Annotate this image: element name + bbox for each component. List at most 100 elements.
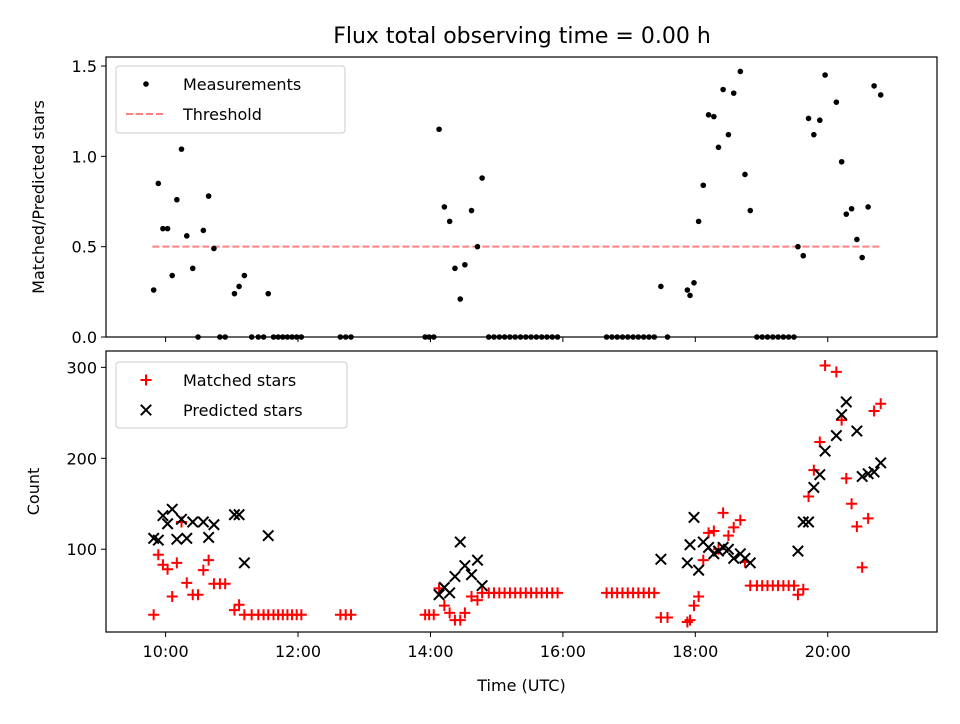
data-point	[180, 532, 193, 545]
data-point	[664, 334, 671, 340]
data-point	[792, 545, 804, 557]
data-point	[646, 334, 652, 340]
data-point	[640, 334, 647, 340]
data-point	[174, 196, 180, 203]
data-point	[474, 243, 481, 250]
data-point	[836, 414, 848, 426]
y-tick-label: 100	[66, 540, 97, 559]
x-tick-label: 20:00	[805, 642, 851, 661]
data-point	[619, 334, 626, 340]
data-point	[523, 334, 529, 340]
data-point	[192, 589, 204, 601]
data-point	[203, 554, 215, 566]
data-point	[808, 464, 820, 476]
data-point	[684, 614, 696, 626]
y-axis-label: Count	[24, 468, 43, 516]
data-point	[800, 252, 807, 259]
y-tick-label: 200	[66, 449, 97, 468]
data-point	[471, 594, 483, 606]
data-point	[169, 272, 176, 279]
data-point	[681, 556, 694, 569]
data-point	[465, 568, 478, 581]
x-axis-label: Time (UTC)	[476, 676, 565, 695]
data-point	[874, 456, 887, 469]
legend-label: Threshold	[182, 105, 262, 124]
data-point	[856, 561, 868, 573]
data-point	[217, 334, 223, 340]
data-point	[443, 586, 456, 599]
data-point	[868, 466, 881, 478]
data-point	[705, 112, 712, 118]
data-point	[717, 507, 729, 519]
top-panel: 0.0 0.5 1.0 1.5 Matched/Predicted stars Measu…	[29, 56, 938, 347]
chart-title: Flux total observing time = 0.00 h	[333, 24, 711, 49]
data-point	[850, 425, 863, 437]
data-point	[459, 607, 471, 619]
data-point	[805, 115, 812, 122]
data-point	[289, 334, 295, 340]
data-point	[528, 334, 534, 340]
data-point	[342, 334, 349, 340]
data-point	[295, 609, 307, 621]
data-point	[200, 227, 207, 234]
data-point	[819, 445, 832, 457]
data-point	[730, 90, 737, 96]
data-point	[814, 436, 826, 448]
data-point	[840, 396, 853, 408]
data-point	[458, 559, 471, 572]
data-point	[835, 408, 848, 421]
data-point	[727, 552, 740, 565]
data-point	[533, 334, 540, 340]
data-point	[260, 334, 267, 340]
x-tick-label: 16:00	[540, 642, 586, 661]
data-point	[438, 600, 450, 612]
legend-swatch	[140, 404, 152, 416]
data-point	[764, 334, 771, 340]
data-point	[838, 158, 845, 165]
y-tick-label: 0.5	[72, 238, 97, 257]
data-point	[155, 180, 162, 187]
data-point	[171, 557, 183, 569]
data-point	[862, 512, 874, 524]
data-point	[691, 280, 697, 286]
data-point	[175, 513, 188, 526]
data-point	[233, 508, 245, 521]
data-point	[161, 517, 174, 530]
data-point	[603, 334, 610, 340]
data-point	[436, 126, 442, 133]
data-point	[426, 334, 432, 340]
data-point	[688, 511, 700, 524]
data-point	[700, 182, 707, 189]
y-axis-label: Matched/Predicted stars	[29, 100, 48, 294]
bottom-panel: 10:00 12:00 14:00 16:00 18:00 20:00 100 200 300 C…	[24, 350, 938, 695]
data-point	[614, 334, 620, 340]
data-point	[875, 398, 887, 410]
data-point	[236, 283, 242, 290]
data-point	[348, 334, 354, 340]
data-point	[166, 591, 178, 603]
data-point	[512, 334, 519, 340]
data-point	[345, 609, 357, 621]
data-point	[856, 470, 869, 483]
data-point	[148, 609, 160, 621]
data-point	[868, 405, 880, 417]
data-point	[722, 543, 735, 556]
data-point	[164, 225, 171, 232]
data-point	[654, 553, 667, 566]
data-point	[802, 516, 815, 528]
legend-box	[115, 361, 348, 429]
data-point	[183, 233, 190, 239]
data-point	[517, 334, 524, 340]
data-point	[279, 334, 286, 340]
data-point	[205, 193, 212, 199]
data-point	[430, 334, 437, 340]
data-point	[160, 225, 166, 232]
data-point	[840, 472, 852, 484]
legend-box	[115, 65, 346, 134]
data-point	[848, 205, 855, 212]
data-point	[728, 521, 740, 533]
y-tick-label: 0.0	[72, 328, 97, 347]
data-point	[298, 334, 305, 340]
data-point	[228, 508, 241, 521]
x-tick-label: 10:00	[143, 642, 189, 661]
